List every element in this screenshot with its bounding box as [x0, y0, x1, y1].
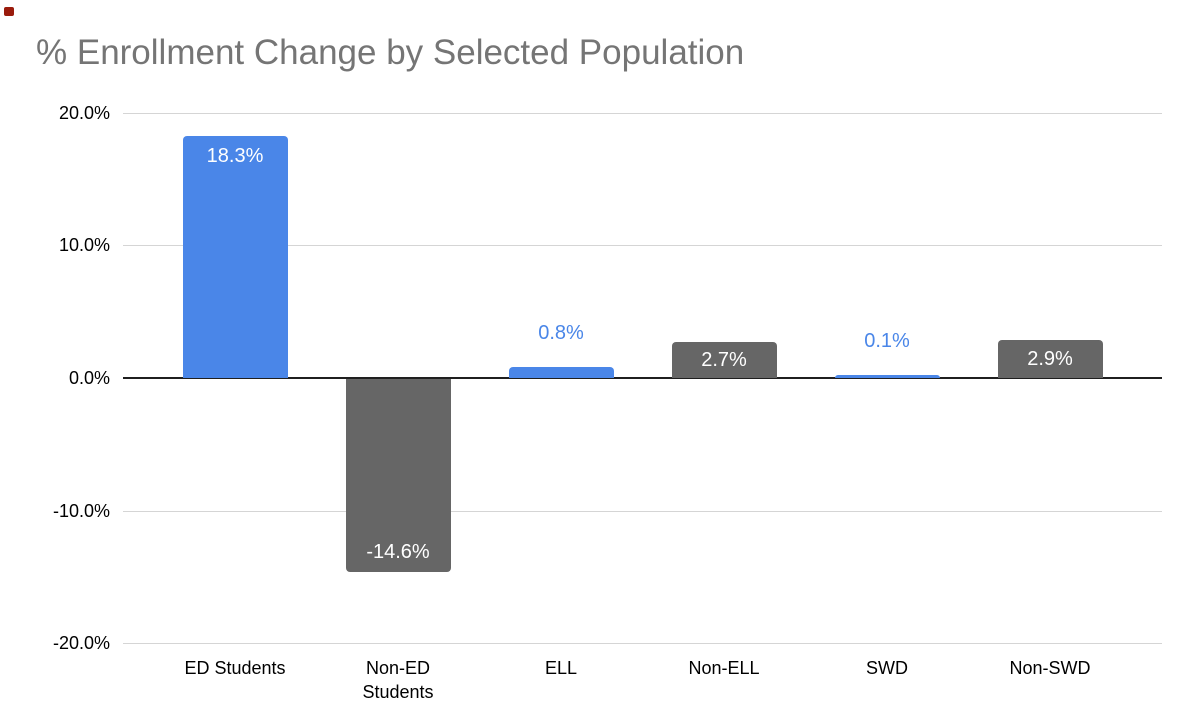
- bar-label: -14.6%: [366, 541, 430, 563]
- bar-label: 0.8%: [538, 322, 584, 344]
- x-axis-label: SWD: [866, 658, 908, 678]
- x-axis-label: ED Students: [184, 658, 286, 678]
- bar-label: 0.1%: [864, 330, 910, 352]
- y-tick-label: 0.0%: [68, 368, 110, 388]
- gridline: [123, 113, 1162, 114]
- plot-area: 18.3% -14.6% 0.8% 2.7% 0.1% 2.9%: [123, 113, 1162, 644]
- bar[interactable]: [671, 342, 777, 378]
- bar[interactable]: [508, 367, 614, 378]
- corner-artifact: [4, 7, 14, 16]
- y-tick-label: -10.0%: [52, 501, 110, 521]
- bar-label: 2.9%: [1027, 348, 1073, 370]
- x-axis-label: ELL: [544, 658, 578, 678]
- zero-axis-line: [123, 377, 1162, 379]
- gridline: [123, 245, 1162, 246]
- bar-label: 2.7%: [701, 349, 747, 371]
- bar[interactable]: [834, 375, 940, 378]
- y-tick-label: 10.0%: [58, 235, 110, 255]
- bar-label: 18.3%: [206, 145, 264, 167]
- x-axis-label: Non-ED Students: [362, 658, 434, 702]
- x-axis-label: Non-SWD: [1009, 658, 1091, 678]
- gridline: [123, 643, 1162, 644]
- bar[interactable]: [345, 379, 451, 572]
- y-tick-label: -20.0%: [52, 633, 110, 653]
- chart-title: % Enrollment Change by Selected Populati…: [36, 33, 745, 72]
- x-axis-label: Non-ELL: [688, 658, 760, 678]
- bar[interactable]: [997, 340, 1103, 378]
- gridline: [123, 511, 1162, 512]
- y-tick-label: 20.0%: [58, 103, 110, 123]
- bar[interactable]: [182, 136, 288, 378]
